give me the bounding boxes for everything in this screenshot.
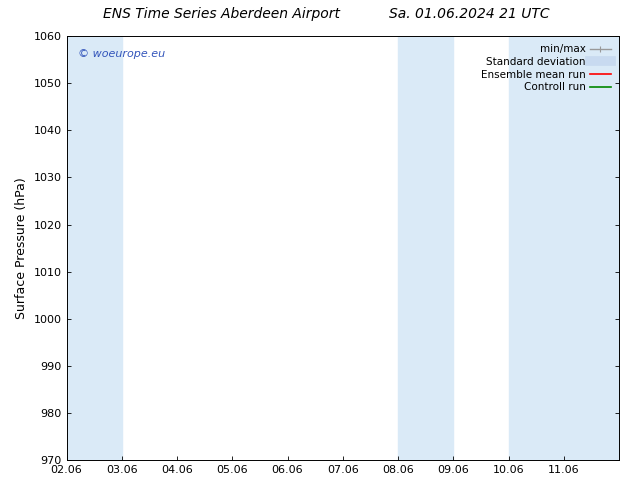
Bar [508,36,619,460]
Bar [398,36,453,460]
Y-axis label: Surface Pressure (hPa): Surface Pressure (hPa) [15,177,28,319]
Legend: min/max, Standard deviation, Ensemble mean run, Controll run: min/max, Standard deviation, Ensemble me… [478,41,614,96]
Text: Sa. 01.06.2024 21 UTC: Sa. 01.06.2024 21 UTC [389,7,550,22]
Text: ENS Time Series Aberdeen Airport: ENS Time Series Aberdeen Airport [103,7,340,22]
Text: © woeurope.eu: © woeurope.eu [77,49,165,59]
Bar [67,36,122,460]
